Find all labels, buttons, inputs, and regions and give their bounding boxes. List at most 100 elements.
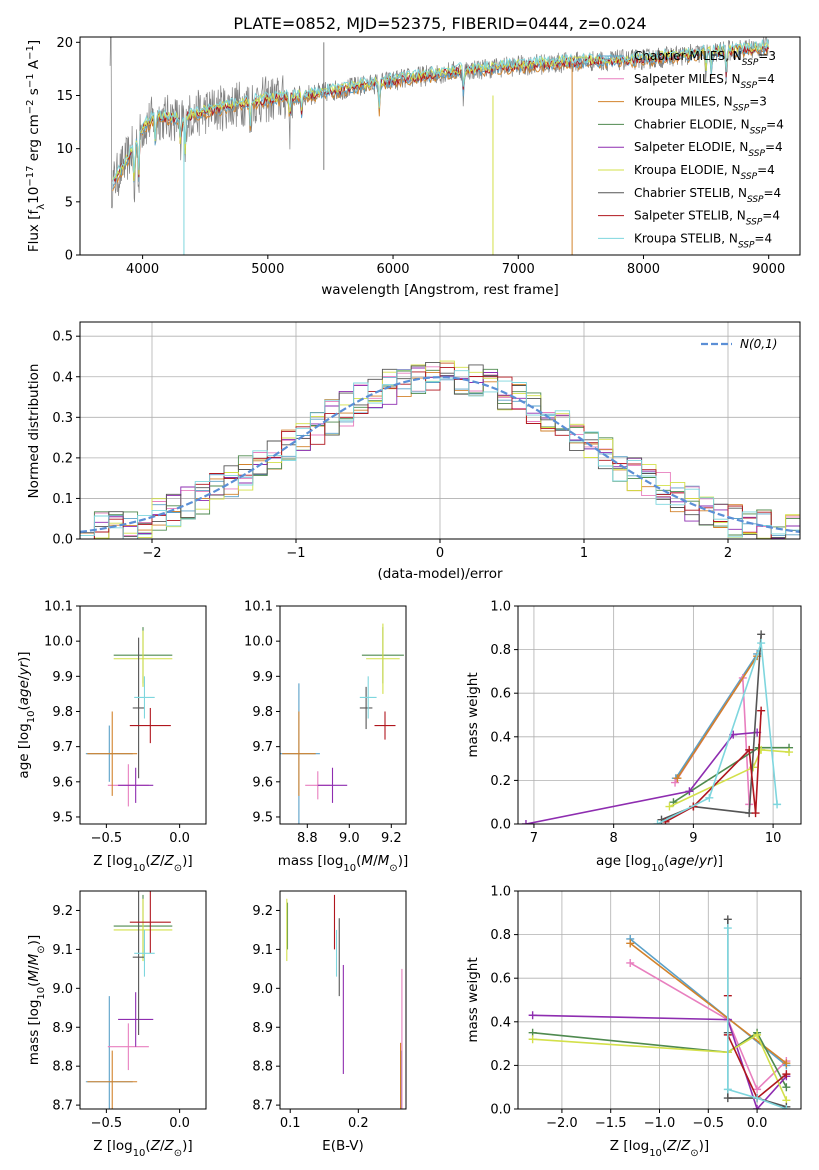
weight-line [629, 938, 787, 1067]
y-tick-label: 20 [56, 36, 73, 51]
weight-line [629, 962, 787, 1091]
y-tick-label: 1.0 [490, 600, 511, 615]
x-tick-label: 2 [724, 546, 732, 561]
plot-area-mass-vs-ebv [286, 894, 403, 1109]
y-tick-label: 9.6 [52, 775, 73, 790]
x-tick-label: −1.5 [595, 1116, 627, 1131]
weight-marker [665, 802, 674, 811]
panel-spectrum: 4000 5000 6000 7000 8000 9000 0 5 10 15 20 waveleng… [25, 36, 801, 298]
x-tick-label: 8 [610, 831, 618, 846]
y-tick-label: 8.8 [252, 1060, 273, 1075]
y-tick-label: 9.1 [52, 943, 73, 958]
y-tick-label: 8.9 [52, 1021, 73, 1036]
chart-title: PLATE=0852, MJD=52375, FIBERID=0444, z=0… [233, 14, 646, 33]
x-axis-label: mass [log10(M/M⊙)] [278, 853, 408, 874]
y-tick-label: 0.2 [490, 774, 511, 789]
weight-line [675, 653, 758, 779]
legend-entry: Kroupa STELIB, NSSP=4 [634, 231, 772, 250]
y-tick-label: 9.2 [252, 904, 273, 919]
x-tick-label: −0.5 [693, 1116, 725, 1131]
panel-mass-vs-ebv: 0.1 0.2 8.7 8.8 8.9 9.0 9.1 9.2 E(B-V) [252, 890, 407, 1154]
weight-line [532, 1014, 787, 1109]
x-axis-label: Z [log10(Z/Z⊙)] [93, 1138, 192, 1159]
y-tick-label: 1.0 [490, 885, 511, 900]
histogram-step [80, 369, 800, 539]
x-tick-label: 6000 [376, 262, 409, 277]
legend-entry: N(0,1) [740, 337, 777, 351]
x-axis-label: wavelength [Angstrom, rest frame] [321, 282, 559, 298]
weight-marker [723, 924, 732, 933]
y-tick-label: 0 [65, 249, 73, 264]
weight-marker [782, 1059, 791, 1068]
weight-marker [671, 778, 680, 787]
panel-residuals: −2 −1 0 1 2 0.0 0.1 0.2 0.3 0.4 0.5 (data-model)/er… [26, 321, 801, 582]
x-tick-label: 0.0 [747, 1116, 768, 1131]
y-tick-label: 10.0 [244, 635, 273, 650]
panel-mass-vs-Z: −0.5 0.0 8.7 8.8 8.9 9.0 9.1 9.2 Z [log10(Z/Z⊙)]… [26, 890, 207, 1159]
weight-marker [753, 1105, 762, 1109]
x-tick-label: 0.2 [348, 1116, 369, 1131]
y-tick-label: 9.8 [52, 705, 73, 720]
y-tick-label: 0.5 [52, 330, 73, 345]
panel-mass-weight-vs-age: 7 8 9 10 0.0 0.2 0.4 0.6 0.8 1.0 age [log10(age/yr… [465, 600, 802, 874]
x-tick-label: 0.1 [280, 1116, 301, 1131]
x-tick-label: 9.0 [339, 831, 360, 846]
x-axis-label: (data-model)/error [377, 566, 503, 582]
y-tick-label: 0.3 [52, 411, 73, 426]
x-tick-label: 9.2 [381, 831, 402, 846]
x-axis-label: Z [log10(Z/Z⊙)] [610, 1138, 709, 1159]
weight-line [532, 1031, 788, 1088]
y-tick-label: 0.8 [490, 643, 511, 658]
x-tick-label: 0.0 [169, 1116, 190, 1131]
weight-marker [723, 1085, 732, 1094]
y-tick-label: 9.6 [252, 775, 273, 790]
panel-age-vs-mass: 8.8 9.0 9.2 9.5 9.6 9.7 9.8 9.9 10.0 10.1 mass [lo… [244, 600, 408, 874]
y-tick-label: 9.7 [252, 740, 273, 755]
y-tick-label: 9.8 [252, 705, 273, 720]
weight-line [674, 675, 750, 805]
weight-marker [782, 1083, 791, 1092]
y-axis-label: age [log10(age/yr)] [16, 651, 37, 778]
x-tick-label: 7000 [502, 262, 535, 277]
legend-entry: Salpeter ELODIE, NSSP=4 [634, 140, 783, 159]
y-axis-label: mass weight [465, 672, 481, 757]
legend-entry: Kroupa ELODIE, NSSP=4 [634, 163, 775, 182]
y-tick-label: 9.2 [52, 904, 73, 919]
y-tick-label: 0.0 [52, 533, 73, 548]
y-axis-label: Normed distribution [26, 364, 42, 499]
y-tick-label: 0.2 [52, 451, 73, 466]
y-axis-label: mass [log10(M/M⊙)] [26, 935, 47, 1065]
model-spectrum-line [112, 38, 770, 184]
x-tick-label: 4000 [126, 262, 159, 277]
weight-marker [626, 958, 635, 967]
y-axis-label: mass weight [465, 957, 481, 1042]
weight-marker [745, 745, 754, 754]
weight-marker [757, 630, 766, 639]
y-tick-label: 0.8 [490, 928, 511, 943]
x-tick-label: −0.5 [91, 831, 123, 846]
plot-area-residuals [80, 360, 800, 539]
x-axis-label: Z [log10(Z/Z⊙)] [93, 853, 192, 874]
weight-marker [653, 820, 662, 824]
y-tick-label: 0.4 [490, 730, 511, 745]
legend-entry: Salpeter MILES, NSSP=4 [634, 72, 775, 91]
axes-frame [79, 890, 207, 1110]
weight-marker [753, 1085, 762, 1094]
y-tick-label: 0.1 [52, 492, 73, 507]
x-tick-label: −1.0 [644, 1116, 676, 1131]
plot-area-mass-weight-vs-Z [528, 915, 791, 1109]
y-tick-label: 10.1 [244, 600, 273, 615]
plot-area-age-vs-Z [85, 627, 173, 807]
legend-entry: Chabrier ELODIE, NSSP=4 [634, 117, 784, 136]
normal-curve [80, 376, 800, 533]
histogram-step [80, 367, 800, 539]
x-tick-label: 1 [580, 546, 588, 561]
weight-marker [626, 939, 635, 948]
x-tick-label: 9 [689, 831, 697, 846]
y-tick-label: 8.8 [52, 1060, 73, 1075]
weight-marker [521, 820, 530, 824]
legend-entry: Salpeter STELIB, NSSP=4 [634, 209, 780, 228]
weight-line [532, 1033, 788, 1101]
weight-marker [757, 706, 766, 715]
